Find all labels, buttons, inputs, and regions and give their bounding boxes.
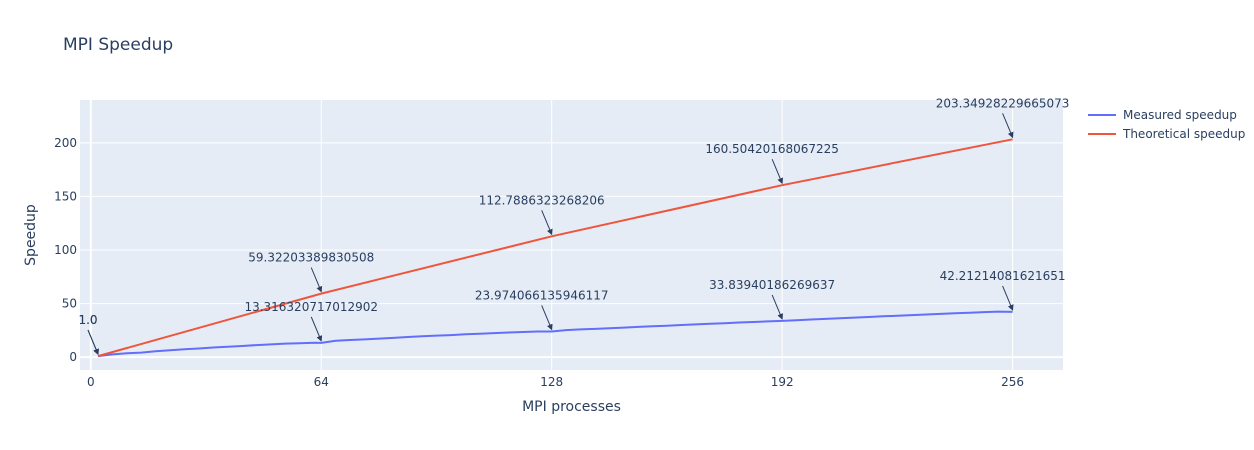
plot-background: [80, 100, 1063, 370]
x-axis-ticks: 0 64 128 192 256: [87, 375, 1024, 389]
chart-title: MPI Speedup: [63, 35, 173, 55]
y-tick-label: 150: [54, 189, 77, 203]
annotation-arrow: [771, 158, 783, 185]
annotation-label: 1.0: [78, 313, 97, 327]
x-axis-title: MPI processes: [522, 399, 621, 415]
annotation-label: 23.974066135946117: [475, 288, 609, 302]
x-tick-label: 0: [87, 375, 95, 389]
annotation-arrow: [541, 305, 553, 331]
x-tick-label: 128: [540, 375, 563, 389]
annotation-label: 203.34928229665073: [936, 96, 1070, 110]
y-axis-ticks: 0 50 100 150 200: [54, 136, 77, 364]
series-line-1[interactable]: [97, 138, 1013, 358]
annotation-label: 59.32203389830508: [248, 251, 374, 265]
annotation-arrow: [771, 294, 783, 320]
y-tick-label: 0: [69, 350, 77, 364]
legend-label: Theoretical speedup: [1122, 127, 1245, 141]
x-tick-label: 192: [771, 375, 794, 389]
annotation-label: 1.0: [78, 313, 97, 327]
x-tick-label: 64: [314, 375, 329, 389]
y-tick-label: 100: [54, 243, 77, 257]
series-line-0[interactable]: [97, 310, 1013, 358]
annotation-label: 33.83940186269637: [709, 278, 835, 292]
legend-item[interactable]: Measured speedup: [1088, 108, 1237, 122]
annotation-arrow: [1002, 285, 1014, 311]
annotation-label: 42.21214081621651: [940, 269, 1066, 283]
annotation-label: 160.50420168067225: [705, 142, 839, 156]
annotation-arrow: [310, 267, 323, 293]
annotation-label: 112.7886323268206: [479, 193, 605, 207]
y-tick-label: 50: [62, 297, 77, 311]
annotation-arrow: [1002, 113, 1014, 139]
series-lines: [97, 138, 1013, 358]
annotation-label: 13.316320717012902: [244, 300, 378, 314]
legend-item[interactable]: Theoretical speedup: [1088, 127, 1245, 141]
legend[interactable]: Measured speedup Theoretical speedup: [1088, 108, 1245, 141]
y-axis-title: Speedup: [23, 204, 39, 266]
annotation-arrow: [310, 316, 323, 342]
legend-label: Measured speedup: [1123, 108, 1237, 122]
x-tick-label: 256: [1001, 375, 1024, 389]
annotation-arrow: [541, 210, 553, 236]
y-tick-label: 200: [54, 136, 77, 150]
annotations: 1.01.059.3220338983050813.31632071701290…: [78, 96, 1070, 355]
annotation-arrow: [87, 329, 99, 355]
